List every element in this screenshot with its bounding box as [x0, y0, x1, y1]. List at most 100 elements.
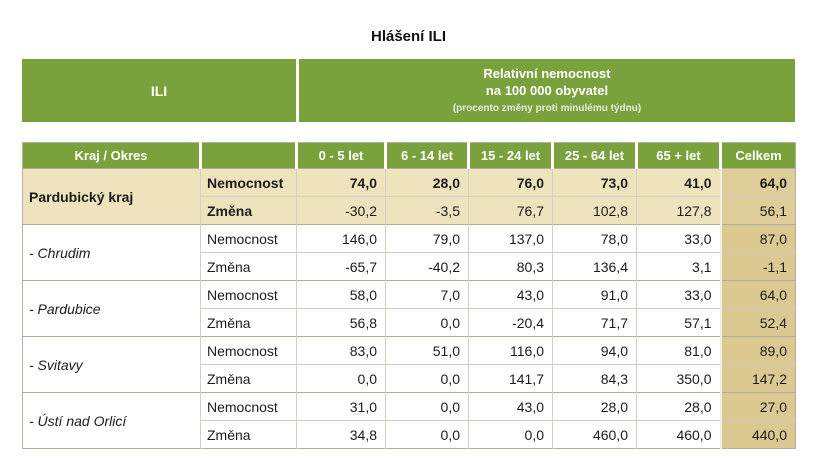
table-row: Změna -65,7 -40,2 80,3 136,4 3,1 -1,1 — [23, 252, 796, 281]
table-row: Změna 0,0 0,0 141,7 84,3 350,0 147,2 — [23, 364, 796, 393]
value-cell: 84,3 — [552, 364, 637, 393]
value-cell: 71,7 — [552, 308, 637, 337]
value-cell-celkem: 89,0 — [719, 336, 796, 365]
row-label-zmena: Změna — [200, 196, 297, 225]
value-cell: 0,0 — [296, 364, 386, 393]
row-label-zmena: Změna — [200, 252, 297, 281]
ili-data-table: Kraj / Okres 0 - 5 let 6 - 14 let 15 - 2… — [22, 142, 796, 449]
value-cell: 3,1 — [636, 252, 721, 281]
table-row: Změna 34,8 0,0 0,0 460,0 460,0 440,0 — [23, 420, 796, 449]
value-cell-celkem: 56,1 — [719, 196, 796, 225]
column-header-0-5: 0 - 5 let — [295, 142, 386, 169]
value-cell: 102,8 — [552, 196, 637, 225]
table-row: - Svitavy Nemocnost 83,0 51,0 116,0 94,0… — [22, 336, 796, 393]
region-name-cell: - Pardubice — [22, 280, 201, 337]
value-cell: -30,2 — [296, 196, 386, 225]
column-header-25-64: 25 - 64 let — [551, 142, 637, 169]
row-label-nemocnost: Nemocnost — [200, 168, 297, 197]
value-cell: -20,4 — [468, 308, 553, 337]
value-cell: 136,4 — [552, 252, 637, 281]
column-header-row: Kraj / Okres 0 - 5 let 6 - 14 let 15 - 2… — [22, 142, 796, 169]
value-cell: 76,7 — [468, 196, 553, 225]
value-cell: 43,0 — [468, 392, 553, 421]
value-cell: 81,0 — [636, 336, 721, 365]
region-name-cell: - Chrudim — [22, 224, 201, 281]
value-cell: -40,2 — [385, 252, 469, 281]
column-header-6-14: 6 - 14 let — [384, 142, 469, 169]
page-title: Hlášení ILI — [370, 28, 447, 45]
banner-line-3: (procento změny proti minulému týdnu) — [452, 102, 642, 114]
value-cell: 58,0 — [296, 280, 386, 309]
value-cell: 28,0 — [385, 168, 469, 197]
banner-line-1: Relativní nemocnost — [483, 65, 611, 81]
value-cell-celkem: 64,0 — [719, 168, 796, 197]
value-cell-celkem: 440,0 — [719, 420, 796, 449]
row-label-zmena: Změna — [200, 308, 297, 337]
value-cell: 33,0 — [636, 224, 721, 253]
value-cell: 51,0 — [385, 336, 469, 365]
value-cell-celkem: 147,2 — [719, 364, 796, 393]
spacer — [0, 122, 817, 142]
value-cell: 78,0 — [552, 224, 637, 253]
value-cell: 0,0 — [385, 308, 469, 337]
table-row: - Ústí nad Orlicí Nemocnost 31,0 0,0 43,… — [22, 392, 796, 449]
banner-line-2: na 100 000 obyvatel — [485, 82, 609, 98]
row-label-zmena: Změna — [200, 364, 297, 393]
row-label-nemocnost: Nemocnost — [200, 392, 297, 421]
value-cell: 350,0 — [636, 364, 721, 393]
table-row: Změna -30,2 -3,5 76,7 102,8 127,8 56,1 — [23, 196, 796, 225]
value-cell-celkem: 64,0 — [719, 280, 796, 309]
row-label-nemocnost: Nemocnost — [200, 280, 297, 309]
value-cell: 43,0 — [468, 280, 553, 309]
table-row: - Chrudim Nemocnost 146,0 79,0 137,0 78,… — [22, 224, 796, 281]
value-cell: 57,1 — [636, 308, 721, 337]
value-cell: 73,0 — [552, 168, 637, 197]
value-cell: 460,0 — [552, 420, 637, 449]
value-cell-celkem: 87,0 — [719, 224, 796, 253]
value-cell: 0,0 — [385, 420, 469, 449]
value-cell: 83,0 — [296, 336, 386, 365]
value-cell: 146,0 — [296, 224, 386, 253]
banner-ili-cell: ILI — [22, 59, 299, 122]
table-banner: ILI Relativní nemocnost na 100 000 obyva… — [22, 59, 795, 122]
value-cell: 91,0 — [552, 280, 637, 309]
banner-description-cell: Relativní nemocnost na 100 000 obyvatel … — [299, 59, 795, 122]
table-row: Změna 56,8 0,0 -20,4 71,7 57,1 52,4 — [23, 308, 796, 337]
region-name-cell: Pardubický kraj — [22, 168, 201, 225]
column-header-kraj-okres: Kraj / Okres — [22, 142, 201, 169]
region-name-cell: - Svitavy — [22, 336, 201, 393]
value-cell-celkem: -1,1 — [719, 252, 796, 281]
column-header-15-24: 15 - 24 let — [467, 142, 553, 169]
value-cell: 28,0 — [636, 392, 721, 421]
value-cell: 56,8 — [296, 308, 386, 337]
value-cell: 460,0 — [636, 420, 721, 449]
value-cell: 34,8 — [296, 420, 386, 449]
value-cell: -65,7 — [296, 252, 386, 281]
value-cell: 141,7 — [468, 364, 553, 393]
value-cell: 79,0 — [385, 224, 469, 253]
value-cell: -3,5 — [385, 196, 469, 225]
row-label-nemocnost: Nemocnost — [200, 224, 297, 253]
value-cell: 28,0 — [552, 392, 637, 421]
value-cell: 74,0 — [296, 168, 386, 197]
table-row: - Pardubice Nemocnost 58,0 7,0 43,0 91,0… — [22, 280, 796, 337]
value-cell: 94,0 — [552, 336, 637, 365]
value-cell: 0,0 — [385, 364, 469, 393]
column-header-65plus: 65 + let — [635, 142, 721, 169]
value-cell-celkem: 27,0 — [719, 392, 796, 421]
value-cell: 0,0 — [468, 420, 553, 449]
value-cell: 0,0 — [385, 392, 469, 421]
value-cell: 80,3 — [468, 252, 553, 281]
column-header-celkem: Celkem — [719, 142, 796, 169]
row-label-nemocnost: Nemocnost — [200, 336, 297, 365]
value-cell: 33,0 — [636, 280, 721, 309]
column-header-empty — [199, 142, 297, 169]
value-cell: 76,0 — [468, 168, 553, 197]
region-name-cell: - Ústí nad Orlicí — [22, 392, 201, 449]
value-cell: 41,0 — [636, 168, 721, 197]
row-label-zmena: Změna — [200, 420, 297, 449]
table-row: Pardubický kraj Nemocnost 74,0 28,0 76,0… — [22, 168, 796, 225]
value-cell-celkem: 52,4 — [719, 308, 796, 337]
value-cell: 127,8 — [636, 196, 721, 225]
